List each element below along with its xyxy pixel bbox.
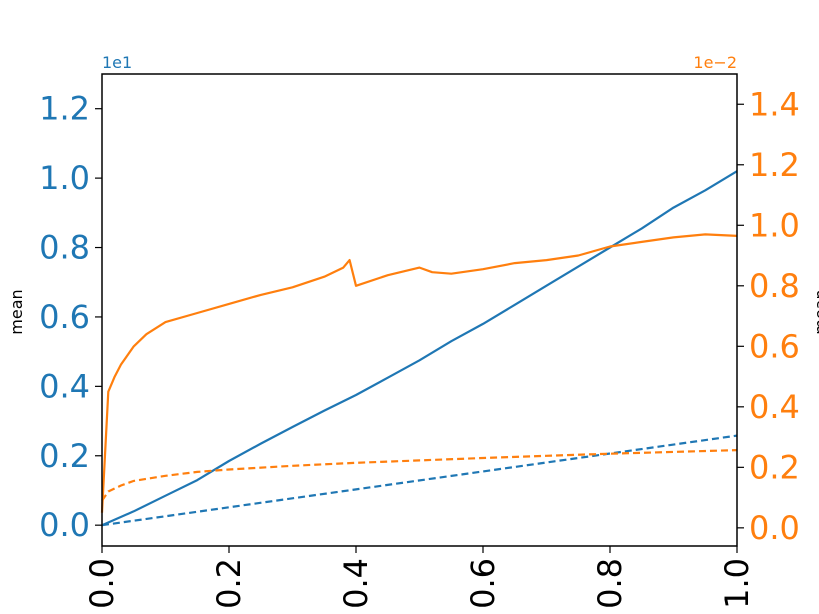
x-tick-label: 0.6 xyxy=(464,558,502,609)
x-tick-label: 0.4 xyxy=(337,558,375,609)
x-axis: 0.0 0.2 0.4 0.6 0.8 1.0 xyxy=(83,546,756,609)
x-tick-label: 0.8 xyxy=(591,558,629,609)
series-line-2 xyxy=(100,233,738,513)
x-tick-label: 0.0 xyxy=(83,558,121,609)
left-y-tick-label: 0.8 xyxy=(39,229,90,267)
right-axis-offset-text: 1e−2 xyxy=(693,53,737,72)
series-line-0 xyxy=(101,170,738,527)
left-y-tick-label: 1.2 xyxy=(39,90,90,128)
series-line-1 xyxy=(101,434,738,527)
left-axis-offset-text: 1e1 xyxy=(102,53,132,72)
left-y-tick-label: 0.4 xyxy=(39,367,90,405)
right-y-tick-label: 0.0 xyxy=(749,509,800,547)
left-y-axis: 0.0 0.2 0.4 0.6 0.8 1.0 1.2 xyxy=(39,90,102,544)
right-y-tick-label: 0.4 xyxy=(749,388,800,426)
right-axis-label: mean xyxy=(811,289,819,334)
left-axis-label: mean xyxy=(7,289,26,334)
right-y-tick-label: 0.8 xyxy=(749,267,800,305)
left-y-tick-label: 0.6 xyxy=(39,298,90,336)
x-tick-label: 0.2 xyxy=(210,558,248,609)
right-y-tick-label: 0.6 xyxy=(749,327,800,365)
right-y-tick-label: 1.4 xyxy=(749,85,800,123)
plot-frame xyxy=(101,73,738,547)
x-tick-label: 1.0 xyxy=(718,558,756,609)
left-y-tick-label: 0.0 xyxy=(39,506,90,544)
right-y-tick-label: 1.0 xyxy=(749,206,800,244)
plot-lines xyxy=(100,170,738,527)
right-y-axis: 0.0 0.2 0.4 0.6 0.8 1.0 1.2 1.4 xyxy=(737,85,800,547)
series-line-3 xyxy=(101,449,738,502)
right-y-tick-label: 1.2 xyxy=(749,146,800,184)
left-y-tick-label: 1.0 xyxy=(39,159,90,197)
right-y-tick-label: 0.2 xyxy=(749,448,800,486)
left-y-tick-label: 0.2 xyxy=(39,437,90,475)
